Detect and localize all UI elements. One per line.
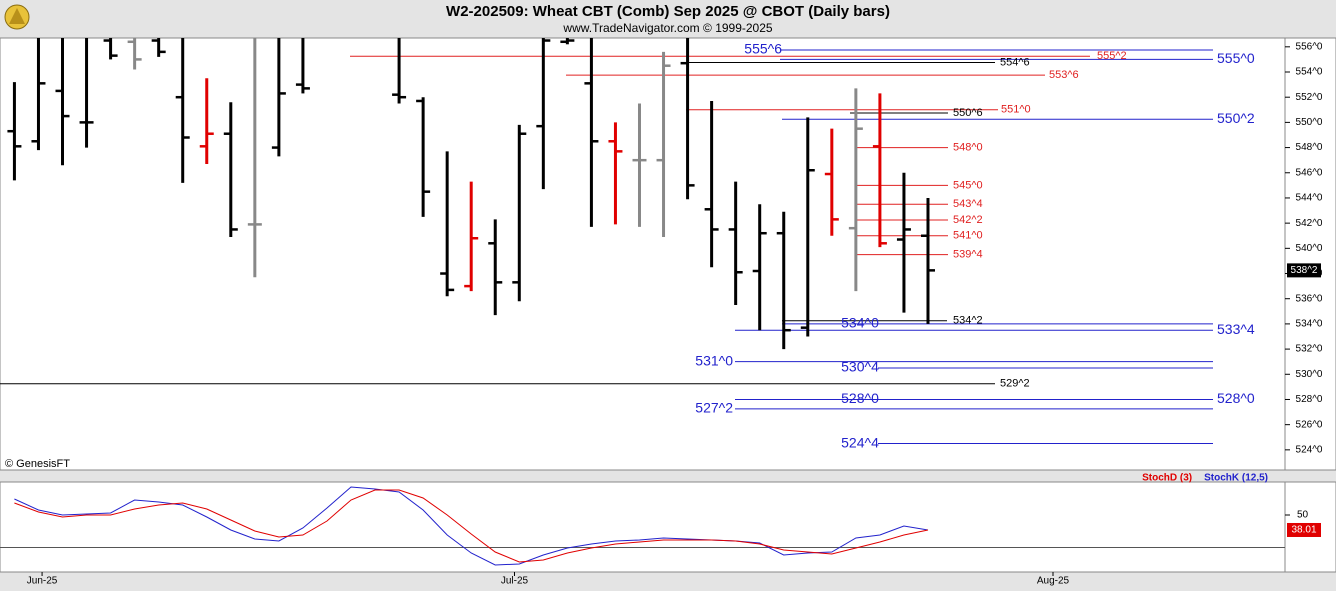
y-tick-label: 50 [1297,510,1309,521]
level-label: 539^4 [953,249,983,261]
level-label: 531^0 [695,352,733,368]
last-price-box [1287,263,1321,278]
level-label: 555^2 [1097,50,1127,62]
y-tick-label: 542^0 [1296,218,1323,229]
y-tick-label: 554^0 [1296,67,1323,78]
y-tick-label: 550^0 [1296,117,1323,128]
y-tick-label: 526^0 [1296,419,1323,430]
level-label: 528^0 [1217,390,1255,406]
last-value-box [1287,522,1321,537]
level-label: 534^0 [841,315,879,331]
y-tick-label: 552^0 [1296,92,1323,103]
stoch-line [14,486,929,566]
y-tick-label: 544^0 [1296,193,1323,204]
level-label: 551^0 [1001,104,1031,116]
price-axis [1284,37,1336,471]
y-tick-label: 528^0 [1296,394,1323,405]
y-tick-label: 556^0 [1296,41,1323,52]
last-price-label: 538^2 [1291,265,1318,276]
y-tick-label: 536^0 [1296,293,1323,304]
stoch-plot [0,486,1285,566]
title-band [0,0,1336,38]
credit: © GenesisFT [5,458,70,470]
level-label: 530^4 [841,359,879,375]
level-label: 550^2 [1217,110,1255,126]
level-label: 528^0 [841,390,879,406]
price-panel [0,37,1286,471]
y-tick-label: 548^0 [1296,142,1323,153]
price-plot [0,38,1213,445]
level-label: 545^0 [953,179,983,191]
x-tick-label: Jul-25 [501,576,529,587]
y-tick-label: 546^0 [1296,167,1323,178]
x-tick-label: Jun-25 [27,576,58,587]
last-value-label: 38.01 [1291,525,1316,536]
stoch-panel [0,481,1286,573]
chart-title: W2-202509: Wheat CBT (Comb) Sep 2025 @ C… [446,3,890,20]
y-tick-label: 534^0 [1296,319,1323,330]
stoch-line [14,489,929,563]
logo [4,4,30,30]
level-label: 550^6 [953,107,983,119]
x-tick-label: Aug-25 [1037,576,1070,587]
y-tick-label: 540^0 [1296,243,1323,254]
level-label: 527^2 [695,400,733,416]
legend-entry: StochK (12,5) [1204,473,1268,484]
y-tick-label: 532^0 [1296,344,1323,355]
level-label: 533^4 [1217,321,1255,337]
level-label: 524^4 [841,434,879,450]
level-label: 534^2 [953,315,983,327]
level-label: 554^6 [1000,56,1030,68]
level-label: 555^0 [1217,50,1255,66]
level-label: 541^0 [953,230,983,242]
axes: 556^0 554^0 552^0 550^0 548^0 546^0 544^0 542^0… [27,41,1323,586]
y-tick-label: 524^0 [1296,444,1323,455]
level-label: 548^0 [953,141,983,153]
level-label: 555^6 [744,41,782,57]
y-tick-label: 530^0 [1296,369,1323,380]
level-label: 543^4 [953,198,983,210]
legend-entry: StochD (3) [1142,473,1192,484]
level-label: 529^2 [1000,378,1030,390]
level-label: 542^2 [953,214,983,226]
chart-subtitle: www.TradeNavigator.com © 1999-2025 [562,21,772,35]
level-label: 553^6 [1049,69,1079,81]
